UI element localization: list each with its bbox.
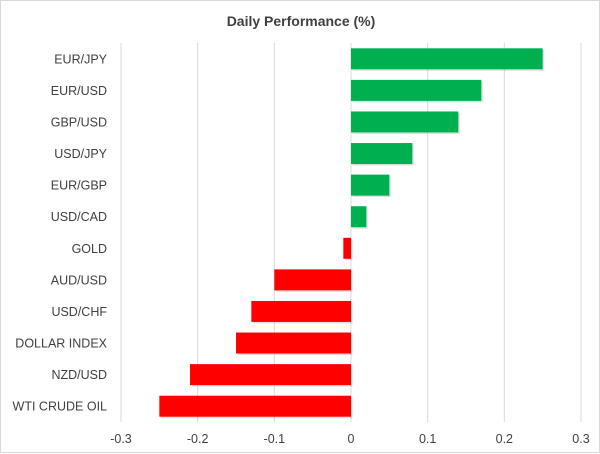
x-tick-label: -0.3 xyxy=(110,432,132,446)
x-tick-label: 0 xyxy=(348,432,355,446)
bar-usd-cad xyxy=(351,206,367,228)
bar-gbp-usd xyxy=(351,111,459,133)
x-tick-label: 0.3 xyxy=(572,432,589,446)
bar-dollar-index xyxy=(236,332,351,354)
bar-eur-usd xyxy=(351,79,482,101)
bar-eur-gbp xyxy=(351,174,390,196)
category-label: AUD/USD xyxy=(51,273,107,287)
bar-wti-crude-oil xyxy=(159,395,351,417)
bar-nzd-usd xyxy=(190,364,351,386)
bar-gold xyxy=(343,237,351,259)
category-label: NZD/USD xyxy=(51,368,107,382)
bar-usd-chf xyxy=(251,300,351,322)
bar-eur-jpy xyxy=(351,48,543,70)
x-tick-label: -0.2 xyxy=(187,432,209,446)
category-label: WTI CRUDE OIL xyxy=(13,400,107,414)
bar-aud-usd xyxy=(274,269,351,291)
x-tick-label: 0.1 xyxy=(419,432,436,446)
category-label: USD/CHF xyxy=(51,305,107,319)
x-tick-label: 0.2 xyxy=(496,432,513,446)
category-label: USD/CAD xyxy=(51,210,107,224)
category-label: GBP/USD xyxy=(51,115,107,129)
category-label: DOLLAR INDEX xyxy=(15,337,107,351)
category-label: GOLD xyxy=(72,242,107,256)
category-label: EUR/GBP xyxy=(51,179,107,193)
x-tick-label: -0.1 xyxy=(264,432,286,446)
bar-usd-jpy xyxy=(351,143,413,165)
category-label: USD/JPY xyxy=(54,147,107,161)
category-label: EUR/JPY xyxy=(54,52,107,66)
category-label: EUR/USD xyxy=(51,84,107,98)
chart-title: Daily Performance (%) xyxy=(227,13,376,29)
